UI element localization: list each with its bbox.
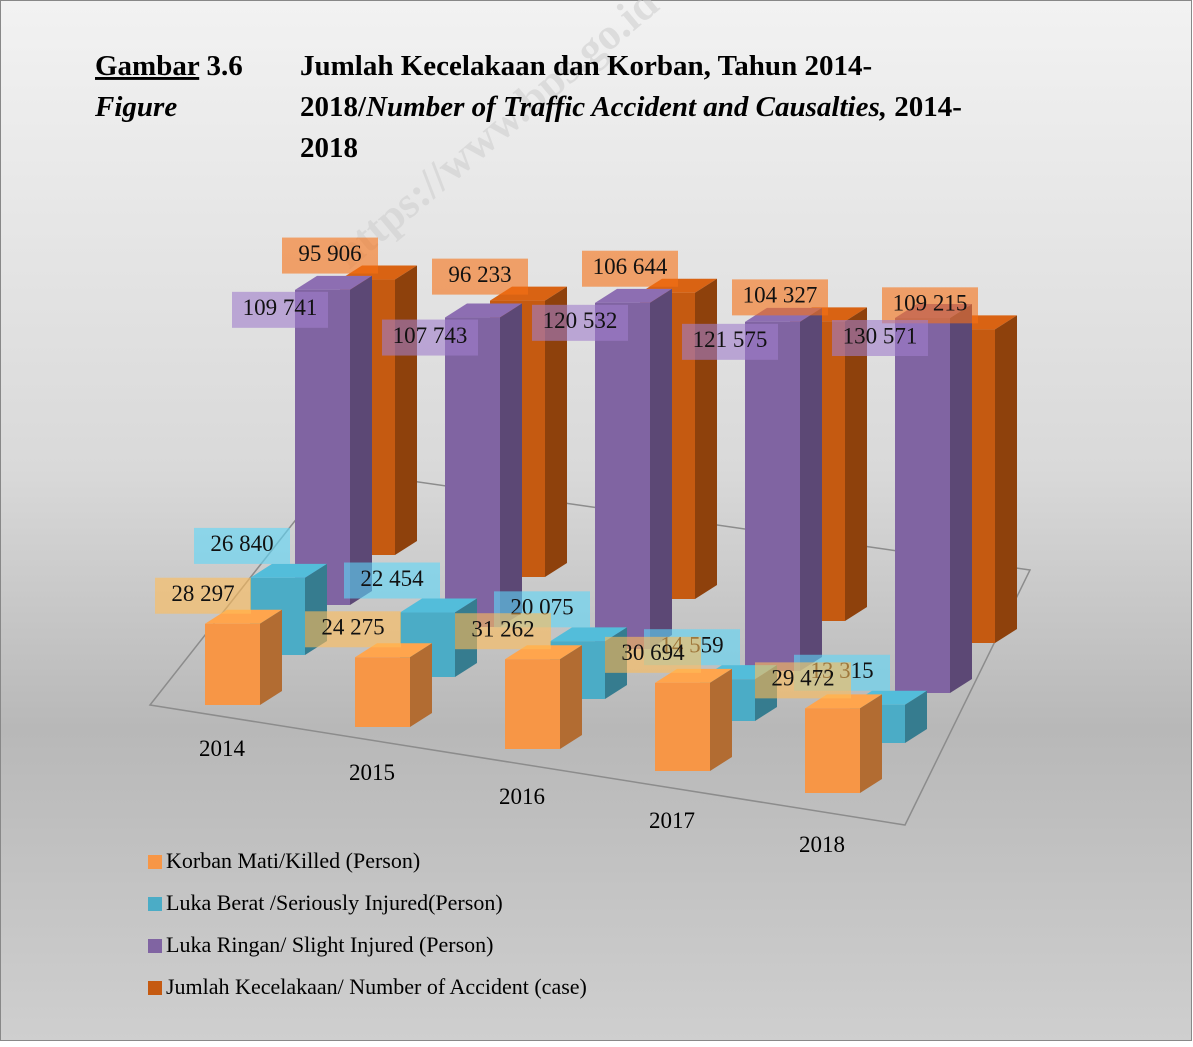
bar-side [410, 643, 432, 727]
bar-side [545, 286, 567, 577]
value-label: 109 741 [243, 295, 318, 320]
bar-side [350, 275, 372, 605]
value-label-box [155, 577, 251, 614]
value-label: 30 694 [621, 640, 685, 665]
bar-side [500, 303, 522, 627]
figure-label: Gambar 3.6 [95, 50, 243, 82]
value-label: 130 571 [843, 323, 918, 348]
bar-side [560, 645, 582, 749]
value-label-box [582, 250, 678, 287]
bar-top [595, 288, 672, 303]
bar-side [905, 690, 927, 743]
bar-top [295, 275, 372, 290]
title-line: 2018 [300, 132, 358, 164]
bar-3d [595, 288, 672, 649]
value-label-box [344, 562, 440, 599]
bar-side [395, 265, 417, 555]
bar [805, 708, 860, 793]
bar-side [995, 315, 1017, 643]
value-label: 29 472 [771, 666, 834, 691]
bar [295, 289, 350, 605]
bar [355, 657, 410, 727]
legend-swatch [148, 939, 162, 953]
bar-3d [805, 694, 882, 793]
legend-label: Luka Ringan/ Slight Injured (Person) [166, 932, 494, 957]
bar-side [950, 304, 972, 693]
value-label: 121 575 [693, 327, 768, 352]
title-part: Number of Traffic Accident and Causaltie… [365, 91, 887, 123]
legend-label: Luka Berat /Seriously Injured(Person) [166, 890, 503, 915]
value-label: 28 297 [171, 581, 234, 606]
bar-3d [205, 609, 282, 705]
bar-3d [745, 307, 822, 671]
value-label-box [305, 611, 401, 648]
bar-side [710, 668, 732, 771]
value-label-box [282, 237, 378, 274]
legend-label: Jumlah Kecelakaan/ Number of Accident (c… [166, 974, 587, 999]
bar-top [250, 563, 327, 578]
value-label-box [432, 258, 528, 295]
value-label-box [605, 636, 701, 673]
value-label: 95 906 [298, 241, 361, 266]
value-label: 120 532 [543, 308, 618, 333]
figure-label-word: Gambar [95, 50, 200, 82]
value-label-box [532, 304, 628, 341]
value-label-box [455, 613, 551, 650]
value-label: 24 275 [321, 615, 384, 640]
bar [745, 321, 800, 671]
value-label-box [382, 319, 478, 356]
bar-top [400, 598, 477, 613]
figure-label-en: Figure [94, 91, 177, 123]
legend-label: Korban Mati/Killed (Person) [166, 848, 420, 873]
value-label-box [194, 527, 290, 564]
x-tick-label: 2016 [499, 784, 545, 809]
bar-side [860, 694, 882, 793]
value-label-box [232, 291, 328, 328]
bar-3d [895, 304, 972, 693]
bar-side [845, 307, 867, 621]
value-label-box [755, 662, 851, 699]
bar [205, 623, 260, 705]
x-tick-label: 2015 [349, 760, 395, 785]
legend-swatch [148, 981, 162, 995]
bar [505, 659, 560, 749]
bar [655, 682, 710, 771]
bar-side [260, 609, 282, 705]
x-tick-label: 2014 [199, 736, 246, 761]
value-label: 109 215 [893, 291, 968, 316]
value-label: 26 840 [210, 531, 273, 556]
value-label-box [732, 279, 828, 316]
value-label: 22 454 [360, 566, 424, 591]
bar-3d [505, 645, 582, 749]
bar [895, 318, 950, 693]
value-label: 107 743 [393, 323, 468, 348]
x-tick-label: 2018 [799, 832, 845, 857]
bar-top [445, 303, 522, 318]
bar-3d [355, 643, 432, 727]
value-label: 104 327 [743, 283, 818, 308]
figure-number: 3.6 [206, 50, 242, 82]
value-label-box [832, 320, 928, 356]
bar-side [800, 307, 822, 671]
bar-3d [295, 275, 372, 605]
legend-swatch [148, 897, 162, 911]
value-label: 106 644 [593, 254, 668, 279]
title-line: 2018/Number of Traffic Accident and Caus… [300, 91, 962, 123]
title-line: Jumlah Kecelakaan dan Korban, Tahun 2014… [300, 50, 872, 82]
x-tick-label: 2017 [649, 808, 695, 833]
bar-3d [655, 668, 732, 771]
title-part: 2018/ [300, 91, 367, 123]
value-label-box [682, 323, 778, 360]
legend-swatch [148, 855, 162, 869]
value-label: 96 233 [448, 262, 511, 287]
bar [445, 317, 500, 627]
bar-3d [445, 303, 522, 627]
title-part: 2014- [887, 91, 962, 123]
bar [595, 302, 650, 649]
value-label-box [882, 287, 978, 324]
value-label: 31 262 [471, 616, 534, 641]
bar-side [650, 288, 672, 649]
